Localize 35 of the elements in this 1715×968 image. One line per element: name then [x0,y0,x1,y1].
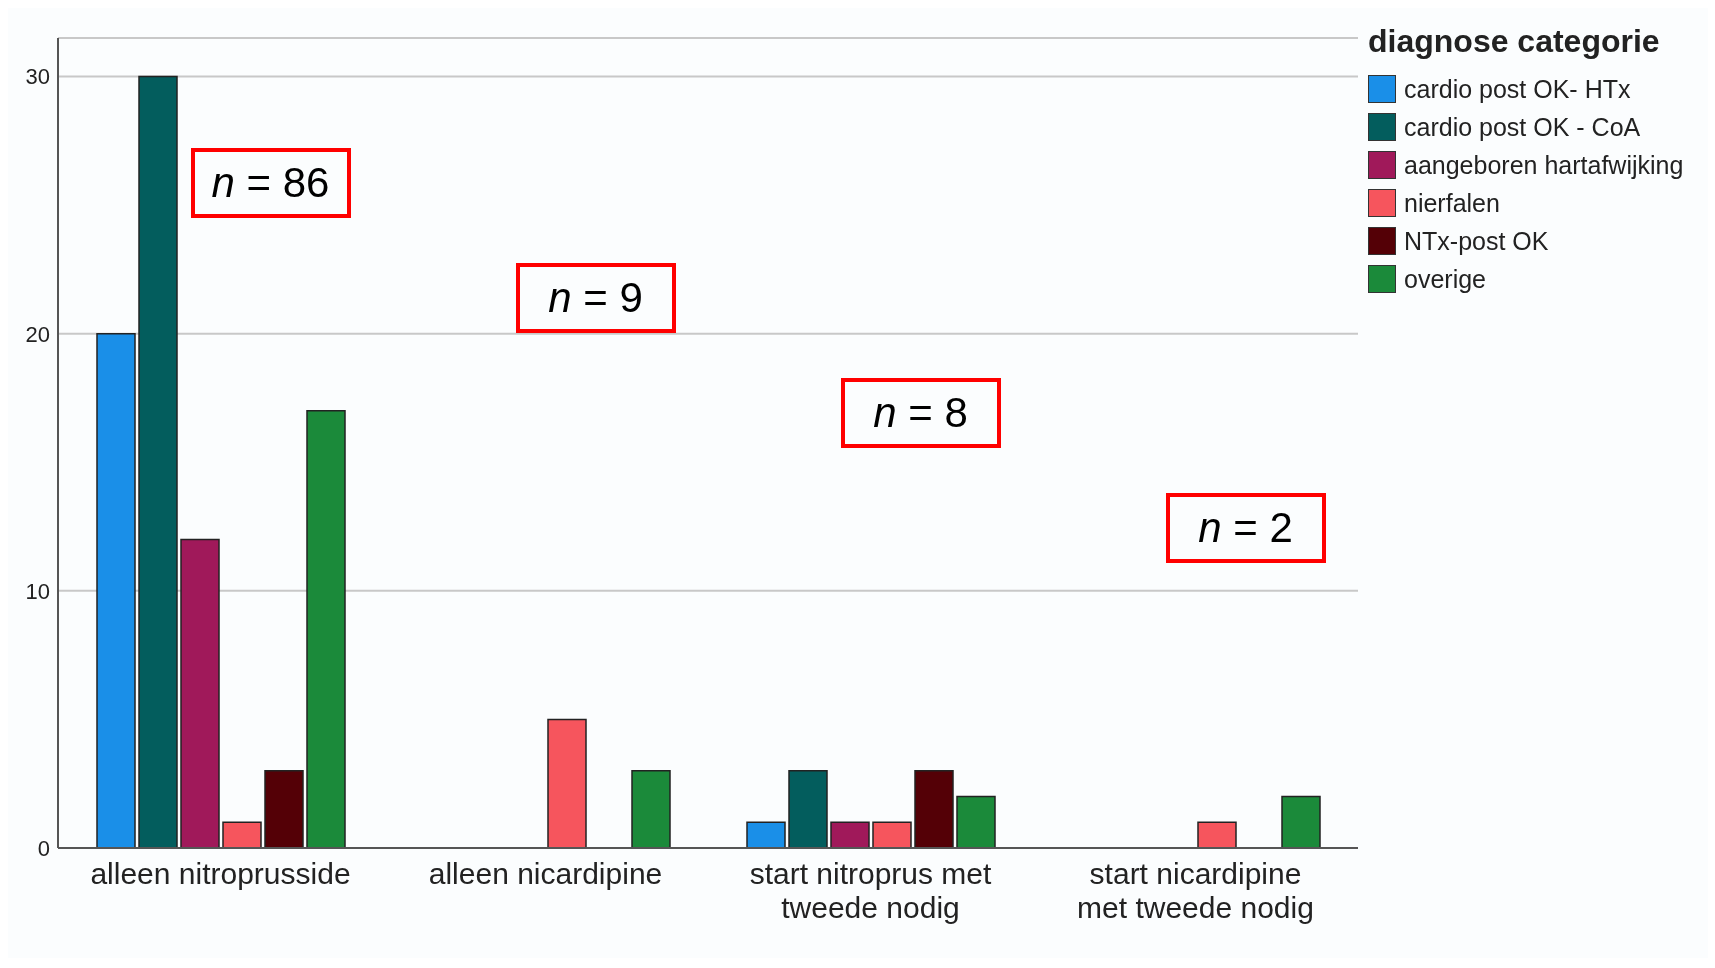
legend-title: diagnose categorie [1368,23,1661,60]
bar [914,770,954,848]
bar [547,718,587,848]
legend-label: nierfalen [1404,188,1500,218]
bar [872,821,912,848]
legend-label: aangeboren hartafwijking [1404,150,1684,180]
bar [306,410,346,848]
legend-label: NTx-post OK [1404,226,1549,256]
bar [1281,795,1321,848]
bar [830,821,870,848]
annotation: n = 2 [1198,504,1293,552]
y-tick-label: 0 [37,835,50,861]
annotation: n = 9 [548,274,643,322]
annotation: n = 86 [211,159,330,207]
annotation: n = 8 [873,389,968,437]
legend-label: overige [1404,264,1486,294]
x-tick-label: alleen nitroprusside [90,857,351,890]
bar [138,75,178,848]
bar [788,770,828,848]
x-tick-label: alleen nicardipine [428,857,663,890]
x-tick-label: start nitroprus met tweede nodig [749,857,993,924]
bar [631,770,671,848]
y-tick-label: 20 [25,321,50,347]
y-tick-label: 10 [25,578,50,604]
bar [956,795,996,848]
y-tick-label: 30 [25,64,50,90]
x-tick-label: start nicardipine met tweede nodig [1077,857,1314,924]
bar [746,821,786,848]
bar [1197,821,1237,848]
bar [222,821,262,848]
legend-label: cardio post OK - CoA [1404,112,1641,142]
bar [180,538,220,848]
bar [264,770,304,848]
legend-label: cardio post OK- HTx [1404,74,1631,104]
bar [96,332,136,848]
